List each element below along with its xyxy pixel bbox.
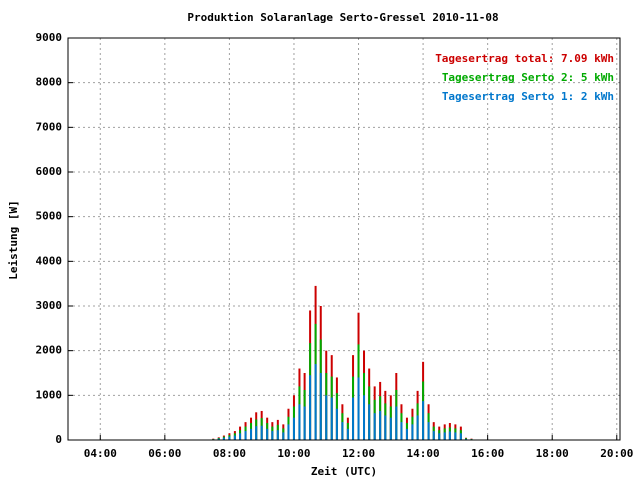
x-tick-label: 18:00 xyxy=(536,447,569,460)
x-tick-label: 10:00 xyxy=(277,447,310,460)
bar xyxy=(416,415,419,440)
y-axis-label: Leistung [W] xyxy=(7,200,20,279)
bar xyxy=(352,397,355,440)
bar xyxy=(298,404,301,440)
bar xyxy=(395,406,398,440)
bar xyxy=(309,375,312,440)
bar xyxy=(357,377,360,440)
bar xyxy=(250,428,253,440)
y-tick-label: 5000 xyxy=(36,210,63,223)
bar xyxy=(228,436,231,440)
bar xyxy=(400,422,403,440)
x-tick-label: 12:00 xyxy=(342,447,375,460)
bar xyxy=(341,422,344,440)
bar xyxy=(438,433,441,440)
bar xyxy=(319,373,322,440)
legend-entry: Tagesertrag Serto 2: 5 kWh xyxy=(442,71,614,84)
bar xyxy=(325,395,328,440)
bar xyxy=(363,395,366,440)
bar xyxy=(292,417,295,440)
bar xyxy=(271,431,274,440)
y-tick-label: 6000 xyxy=(36,165,63,178)
x-tick-label: 04:00 xyxy=(84,447,117,460)
y-tick-label: 1000 xyxy=(36,388,63,401)
bar xyxy=(239,433,242,440)
x-tick-label: 20:00 xyxy=(600,447,633,460)
x-tick-label: 16:00 xyxy=(471,447,504,460)
y-tick-label: 0 xyxy=(55,433,62,446)
bar xyxy=(260,425,263,440)
x-tick-label: 08:00 xyxy=(213,447,246,460)
x-axis-label: Zeit (UTC) xyxy=(311,465,377,478)
y-tick-label: 2000 xyxy=(36,344,63,357)
bar xyxy=(282,432,285,440)
bar xyxy=(443,432,446,440)
y-tick-label: 7000 xyxy=(36,120,63,133)
bar xyxy=(448,431,451,440)
bar xyxy=(303,406,306,440)
bar xyxy=(427,422,430,440)
bar xyxy=(368,404,371,440)
bar xyxy=(222,437,225,440)
bar xyxy=(266,428,269,440)
bar xyxy=(276,430,279,440)
bar xyxy=(244,431,247,440)
y-tick-label: 3000 xyxy=(36,299,63,312)
bar xyxy=(411,424,414,440)
bar xyxy=(379,410,382,440)
bar xyxy=(217,438,220,440)
bar xyxy=(422,401,425,440)
bar xyxy=(330,397,333,440)
bar xyxy=(389,417,392,440)
bar xyxy=(335,408,338,440)
y-tick-label: 4000 xyxy=(36,254,63,267)
bar xyxy=(459,433,462,440)
x-tick-label: 06:00 xyxy=(148,447,181,460)
bar xyxy=(384,415,387,440)
y-tick-label: 9000 xyxy=(36,31,63,44)
bar xyxy=(255,426,258,440)
legend-entry: Tagesertrag total: 7.09 kWh xyxy=(435,52,614,65)
bar xyxy=(287,424,290,440)
bar xyxy=(233,435,236,440)
y-tick-label: 8000 xyxy=(36,76,63,89)
bar xyxy=(432,431,435,440)
chart-title: Produktion Solaranlage Serto-Gressel 201… xyxy=(187,11,498,24)
bar xyxy=(465,438,468,440)
bar xyxy=(454,432,457,440)
bar xyxy=(405,428,408,440)
bar xyxy=(346,428,349,440)
bar xyxy=(373,413,376,440)
x-tick-label: 14:00 xyxy=(407,447,440,460)
legend-entry: Tagesertrag Serto 1: 2 kWh xyxy=(442,90,614,103)
bar xyxy=(314,364,317,440)
plot-frame xyxy=(67,37,621,441)
